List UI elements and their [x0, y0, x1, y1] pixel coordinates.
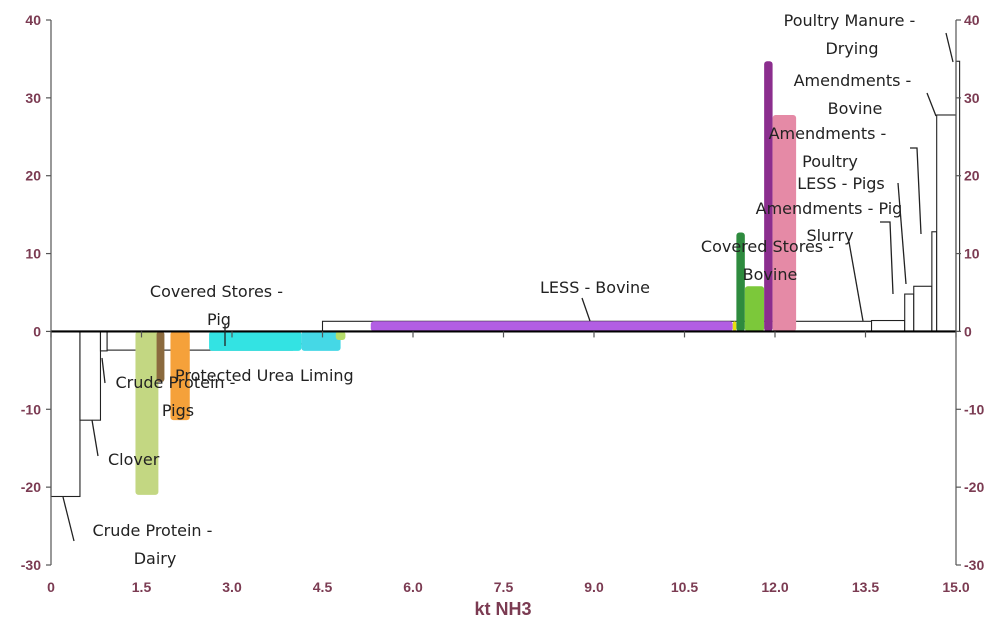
annotation-crude-protein-dairy: Crude Protein - Dairy	[92, 521, 217, 568]
y-tick-label-right: 0	[964, 323, 972, 339]
annotation-amendments-bovine: Amendments - Bovine	[794, 71, 917, 118]
annotation-line: Crude Protein -	[92, 521, 212, 540]
x-tick-label: 1.5	[132, 579, 152, 595]
annotation-liming: Liming	[300, 366, 354, 385]
y-tick-label-right: -10	[964, 401, 984, 417]
x-tick-label: 7.5	[494, 579, 514, 595]
annotation-less-pigs: LESS - Pigs	[797, 174, 885, 193]
x-tick-label: 0	[47, 579, 55, 595]
x-tick-label: 4.5	[313, 579, 333, 595]
leader-amendments-poultry	[910, 147, 922, 235]
annotation-leader-lines	[62, 32, 954, 542]
leader-clover	[91, 419, 99, 457]
annotation-clover: Clover	[108, 450, 160, 469]
measure-bar-10	[744, 286, 765, 332]
y-tick-label-left: 40	[25, 12, 41, 28]
annotation-line: Bovine	[828, 99, 883, 118]
annotation-line: Amendments -	[794, 71, 912, 90]
leader-crude-protein-dairy	[62, 496, 75, 542]
measure-bar-6	[335, 331, 346, 340]
y-tick-label-left: 0	[33, 323, 41, 339]
measure-bar-8	[732, 321, 737, 332]
measure-bar-3	[170, 331, 190, 421]
annotation-line: Crude Protein -	[115, 373, 235, 392]
x-tick-label: 10.5	[671, 579, 698, 595]
y-tick-label-left: 10	[25, 246, 41, 262]
annotation-line: Poultry Manure -	[784, 11, 916, 30]
outline-bar-8	[870, 319, 906, 332]
y-tick-label-right: 30	[964, 90, 980, 106]
annotation-line: Bovine	[743, 265, 798, 284]
y-tick-label-right: 20	[964, 168, 980, 184]
leader-amendments-pig	[880, 221, 894, 295]
y-tick-label-right: -20	[964, 479, 984, 495]
annotations: Poultry Manure - Drying Amendments - Bov…	[92, 11, 921, 568]
y-tick-label-right: -30	[964, 557, 984, 573]
outline-bar-10	[913, 285, 933, 332]
measure-bar-7	[370, 321, 733, 332]
outline-bar-11	[931, 231, 938, 332]
annotation-crude-protein-pigs: Crude Protein - Pigs	[115, 373, 240, 420]
x-tick-label: 3.0	[222, 579, 242, 595]
leader-less-bovine	[581, 297, 591, 322]
y-tick-label-right: 10	[964, 246, 980, 262]
tick-labels: -30 -30 -20 -20 -10 -10 0 0 10 10 20 20 30 30 40 40 0 1.5…	[21, 12, 985, 595]
outline-bar-2	[79, 330, 102, 421]
annotation-amendments-poultry: Amendments - Poultry	[769, 124, 892, 171]
measure-bar-11	[764, 61, 773, 332]
annotation-line: Amendments -	[769, 124, 887, 143]
y-tick-label-right: 40	[964, 12, 980, 28]
annotation-protected-urea: Protected Urea	[175, 366, 294, 385]
plot-area	[50, 60, 961, 498]
measure-bar-4	[209, 331, 302, 351]
annotation-line: Pig	[207, 310, 231, 329]
annotation-covered-stores-pig: Covered Stores - Pig	[150, 282, 288, 329]
annotation-line: Poultry	[802, 152, 858, 171]
y-tick-label-left: 20	[25, 168, 41, 184]
x-tick-label: 12.0	[761, 579, 788, 595]
annotation-line: Drying	[825, 39, 878, 58]
annotation-line: Covered Stores -	[150, 282, 283, 301]
y-tick-label-left: -30	[21, 557, 41, 573]
x-axis-title: kt NH3	[474, 599, 531, 619]
x-tick-label: 6.0	[403, 579, 423, 595]
annotation-slurry: Slurry	[806, 226, 853, 245]
annotation-amendments-pig: Amendments - Pig	[756, 199, 903, 218]
leader-slurry	[848, 241, 864, 322]
outline-bar-9	[904, 293, 915, 332]
x-tick-label: 13.5	[852, 579, 879, 595]
measure-bar-1	[135, 331, 159, 495]
outline-bar-3	[99, 330, 108, 352]
leader-less-pigs	[897, 182, 907, 285]
x-tick-label: 9.0	[584, 579, 604, 595]
x-tick-label: 15.0	[942, 579, 969, 595]
measure-bar-2	[156, 331, 165, 383]
leader-poultry-manure-drying	[945, 32, 954, 63]
measure-bar-9	[736, 232, 745, 332]
measure-bar-5	[301, 331, 341, 351]
leader-crude-protein-pigs	[101, 357, 106, 384]
annotation-covered-stores-bovine: Covered Stores - Bovine	[701, 237, 839, 284]
y-tick-label-left: -20	[21, 479, 41, 495]
annotation-poultry-manure-drying: Poultry Manure - Drying	[784, 11, 921, 58]
outline-bar-12	[936, 114, 957, 332]
annotation-line: Pigs	[162, 401, 194, 420]
annotation-line: Dairy	[134, 549, 177, 568]
annotation-less-bovine: LESS - Bovine	[540, 278, 650, 297]
axes	[46, 19, 961, 566]
y-tick-label-left: 30	[25, 90, 41, 106]
annotation-line: Covered Stores -	[701, 237, 834, 256]
leader-amendments-bovine	[926, 92, 937, 117]
measure-bar-12	[772, 114, 797, 332]
y-tick-label-left: -10	[21, 401, 41, 417]
outline-bar-1	[50, 330, 81, 498]
